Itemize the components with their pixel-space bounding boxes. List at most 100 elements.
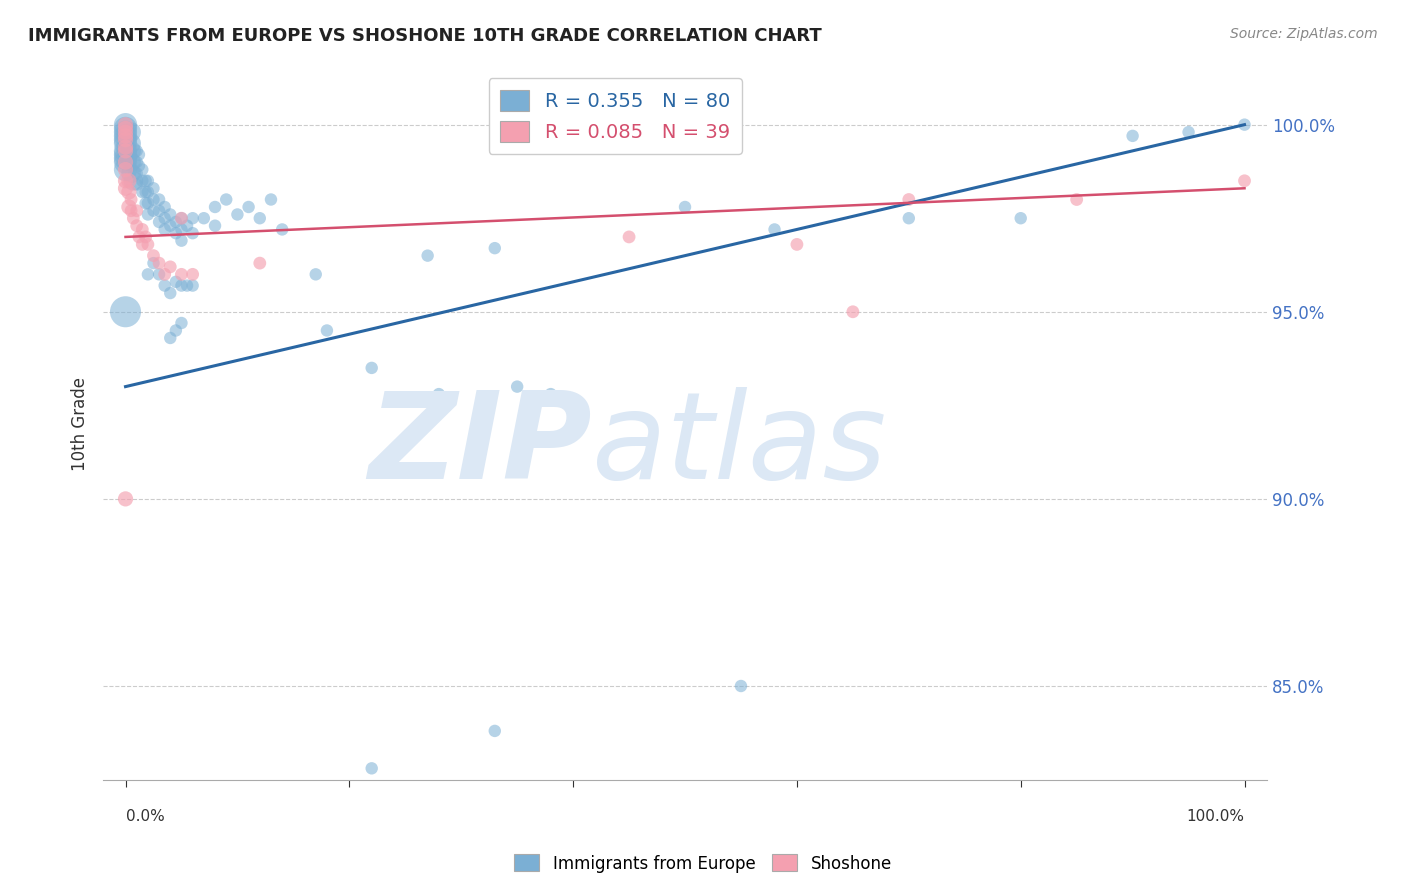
Point [135, 196, 157, 211]
Point [1233, 118, 1256, 132]
Point [142, 203, 165, 218]
Point [125, 219, 148, 233]
Point [135, 174, 157, 188]
Point [142, 256, 165, 270]
Point [170, 316, 193, 330]
Point [120, 136, 142, 151]
Point [136, 268, 159, 282]
Point [176, 219, 198, 233]
Point [170, 234, 193, 248]
Point [131, 237, 153, 252]
Point [153, 211, 176, 226]
Point [136, 196, 159, 211]
Point [114, 128, 136, 143]
Point [316, 791, 339, 805]
Point [897, 211, 920, 226]
Text: 100.0%: 100.0% [1187, 810, 1244, 824]
Point [122, 174, 145, 188]
Point [118, 200, 141, 214]
Point [120, 144, 142, 158]
Point [617, 230, 640, 244]
Point [135, 230, 157, 244]
Point [416, 249, 439, 263]
Point [114, 162, 136, 177]
Point [159, 260, 181, 274]
Point [165, 275, 187, 289]
Point [114, 118, 136, 132]
Point [118, 185, 141, 199]
Point [170, 211, 193, 226]
Point [114, 162, 136, 177]
Point [114, 152, 136, 166]
Point [159, 331, 181, 345]
Point [114, 133, 136, 147]
Point [114, 155, 136, 169]
Point [114, 181, 136, 195]
Point [114, 144, 136, 158]
Point [114, 144, 136, 158]
Point [128, 159, 150, 173]
Point [170, 278, 193, 293]
Point [1177, 125, 1199, 139]
Point [427, 387, 450, 401]
Point [181, 278, 204, 293]
Point [484, 723, 506, 738]
Point [122, 211, 145, 226]
Point [271, 222, 294, 236]
Point [842, 305, 865, 319]
Point [125, 144, 148, 158]
Point [159, 207, 181, 221]
Point [148, 193, 170, 207]
Point [125, 203, 148, 218]
Point [484, 241, 506, 255]
Point [114, 305, 136, 319]
Point [135, 185, 157, 199]
Y-axis label: 10th Grade: 10th Grade [72, 377, 89, 471]
Point [114, 136, 136, 151]
Point [540, 387, 562, 401]
Point [316, 323, 339, 337]
Point [165, 323, 187, 337]
Point [118, 174, 141, 188]
Point [763, 222, 786, 236]
Text: IMMIGRANTS FROM EUROPE VS SHOSHONE 10TH GRADE CORRELATION CHART: IMMIGRANTS FROM EUROPE VS SHOSHONE 10TH … [28, 27, 823, 45]
Point [153, 268, 176, 282]
Point [114, 147, 136, 161]
Point [153, 222, 176, 236]
Point [730, 679, 752, 693]
Point [120, 193, 142, 207]
Point [305, 268, 328, 282]
Point [165, 226, 187, 240]
Point [136, 185, 159, 199]
Point [1010, 211, 1032, 226]
Point [114, 155, 136, 169]
Point [673, 200, 696, 214]
Point [181, 226, 204, 240]
Point [142, 181, 165, 195]
Point [159, 219, 181, 233]
Point [181, 268, 204, 282]
Point [226, 207, 249, 221]
Point [114, 174, 136, 188]
Point [148, 268, 170, 282]
Point [114, 125, 136, 139]
Text: atlas: atlas [592, 387, 887, 504]
Point [120, 155, 142, 169]
Point [114, 121, 136, 136]
Point [120, 166, 142, 180]
Point [204, 219, 226, 233]
Point [114, 118, 136, 132]
Point [148, 203, 170, 218]
Point [131, 185, 153, 199]
Point [215, 193, 238, 207]
Point [170, 222, 193, 236]
Point [125, 166, 148, 180]
Point [142, 193, 165, 207]
Point [193, 211, 215, 226]
Point [128, 230, 150, 244]
Text: Source: ZipAtlas.com: Source: ZipAtlas.com [1230, 27, 1378, 41]
Point [170, 268, 193, 282]
Point [114, 140, 136, 154]
Point [506, 379, 529, 393]
Point [786, 237, 808, 252]
